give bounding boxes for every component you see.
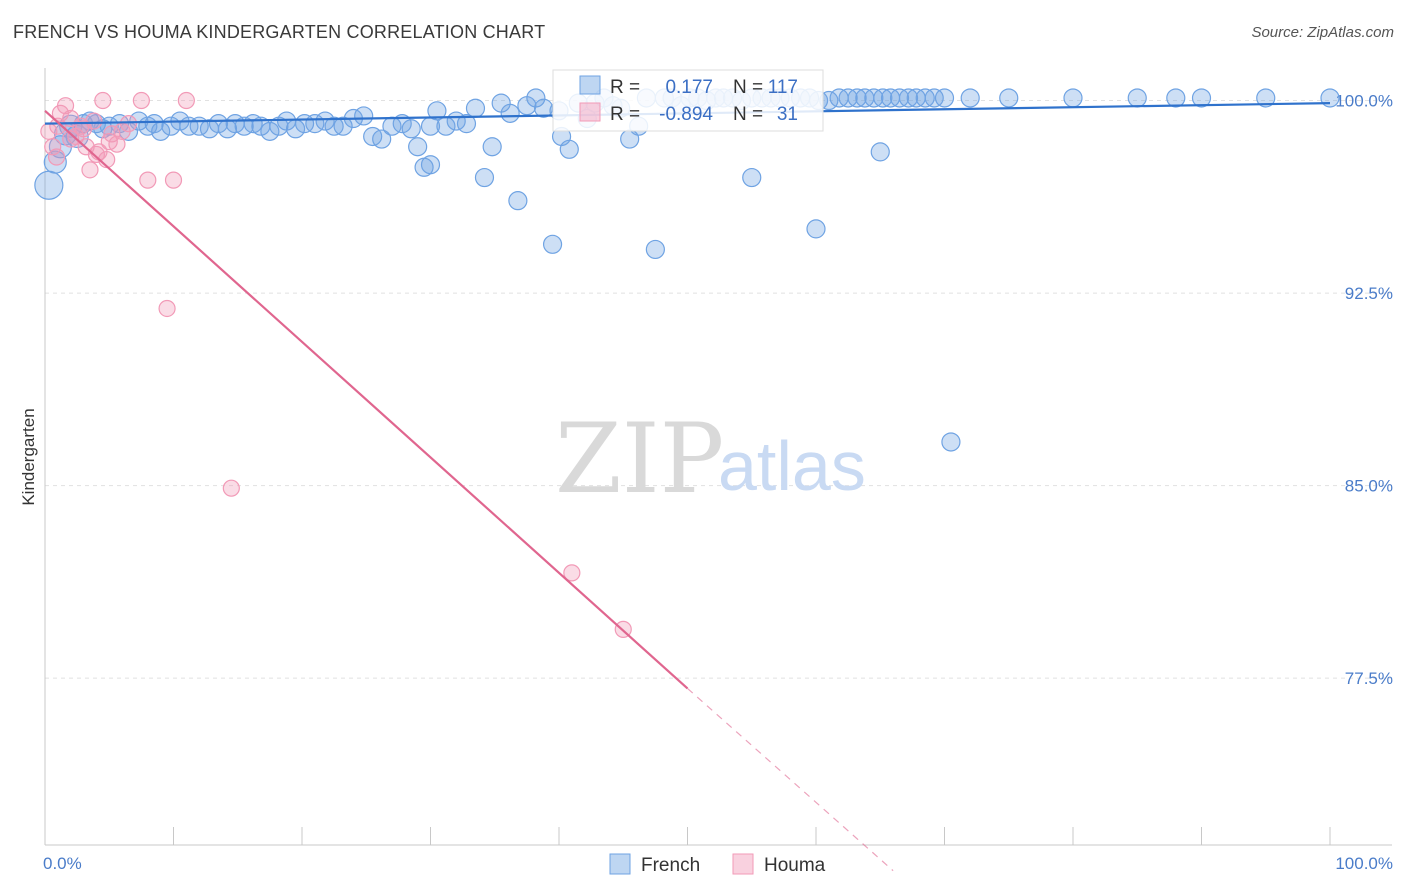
legend-r-value: 0.177 [665, 77, 713, 98]
french-point [542, 234, 563, 254]
french-point [898, 88, 919, 108]
houma-point [94, 91, 112, 110]
x-tick-label: 0.0% [43, 854, 82, 873]
houma-point [563, 564, 581, 582]
houma-point [164, 171, 183, 189]
french-point [401, 119, 421, 139]
houma-point [158, 299, 176, 318]
bottom-legend-swatch [732, 853, 754, 875]
bottom-legend-label: French [641, 855, 700, 876]
x-tick-label: 100.0% [1335, 854, 1393, 873]
french-point [847, 88, 867, 108]
french-point [1063, 88, 1083, 108]
french-point [873, 88, 893, 108]
axes-layer: 100.0% 92.5% 85.0% 77.5% 0.0% 100.0% Kindergar… [19, 68, 1393, 873]
watermark-atlas: atlas [718, 427, 866, 505]
watermark-zip: ZIP [555, 403, 724, 515]
french-point [508, 191, 528, 211]
y-tick-label: 77.5% [1345, 669, 1393, 688]
french-point [420, 155, 441, 175]
legend-swatch [579, 75, 601, 95]
houma-point [132, 91, 150, 110]
french-point [315, 111, 335, 131]
french-point [456, 114, 477, 134]
points-layer [34, 88, 1340, 638]
legend-swatch [579, 102, 601, 122]
french-point [960, 88, 980, 108]
french-point [372, 129, 392, 149]
french-point [34, 170, 64, 200]
legend-n-label: N = [733, 77, 763, 98]
french-point [354, 106, 374, 126]
y-axis-label: Kindergarten [19, 408, 38, 505]
houma-point [44, 138, 62, 156]
french-point [870, 142, 890, 162]
houma-point [81, 161, 99, 179]
french-point [1191, 88, 1212, 108]
legend-r-label: R = [610, 104, 640, 125]
legend-r-value: -0.894 [659, 104, 713, 125]
french-point [260, 121, 280, 141]
french-point [43, 150, 67, 174]
french-point [941, 432, 961, 452]
houma-point [139, 171, 157, 189]
watermark: ZIP atlas [555, 403, 866, 515]
french-point [474, 167, 495, 188]
french-point [465, 98, 486, 118]
french-point [924, 88, 944, 108]
houma-point [49, 117, 67, 135]
houma-point [62, 130, 80, 148]
y-tick-label: 100.0% [1335, 92, 1393, 111]
bottom-legend: French Houma [609, 853, 826, 876]
houma-point [47, 148, 66, 166]
french-point [392, 114, 412, 134]
french-point [526, 88, 546, 108]
french-point [934, 88, 955, 108]
houma-point [222, 479, 240, 497]
y-tick-label: 92.5% [1345, 284, 1393, 303]
french-point [408, 137, 428, 157]
french-point [1256, 88, 1276, 108]
french-point [333, 116, 353, 136]
french-point [999, 88, 1019, 108]
french-point [742, 167, 762, 188]
legend-n-value: 31 [777, 104, 798, 125]
legend-n-label: N = [733, 104, 763, 125]
french-point [1166, 88, 1186, 108]
french-point [559, 139, 579, 159]
french-point [482, 137, 502, 157]
houma-point [177, 91, 195, 110]
houma-point [119, 115, 138, 133]
chart-title: FRENCH VS HOUMA KINDERGARTEN CORRELATION… [13, 22, 546, 42]
houma-point [100, 133, 118, 151]
french-point [806, 219, 826, 239]
legend-box: R = 0.177 N = 117 R = -0.894 N = 31 [552, 69, 824, 132]
french-point [243, 114, 263, 134]
houma-trend-line [44, 109, 689, 690]
grid-layer [45, 100, 1392, 679]
y-tick-label: 85.0% [1345, 477, 1393, 496]
bottom-legend-label: Houma [764, 855, 826, 876]
legend-n-value: 117 [768, 77, 798, 98]
legend-r-label: R = [610, 77, 640, 98]
french-point [144, 114, 164, 134]
houma-point [74, 120, 93, 138]
french-point [645, 239, 665, 260]
french-point [420, 116, 441, 136]
chart-source: Source: ZipAtlas.com [1251, 24, 1394, 41]
french-point [208, 114, 229, 134]
houma-trend-extension [687, 687, 894, 872]
french-point [1127, 88, 1147, 108]
houma-point [56, 97, 75, 115]
french-point [500, 103, 520, 123]
bottom-legend-swatch [609, 853, 631, 875]
houma-point [87, 145, 106, 164]
